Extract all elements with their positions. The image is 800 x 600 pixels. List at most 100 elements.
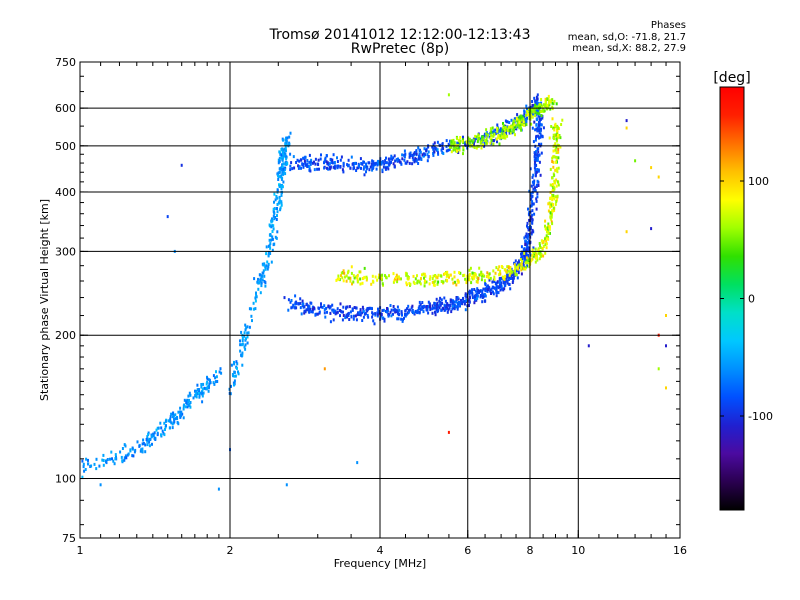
echo-point bbox=[491, 280, 494, 284]
echo-point bbox=[455, 147, 458, 151]
echo-point bbox=[521, 250, 524, 254]
echo-point bbox=[414, 151, 417, 155]
echo-point bbox=[83, 469, 86, 473]
echo-point bbox=[490, 292, 492, 295]
echo-point bbox=[535, 153, 538, 157]
echo-point bbox=[522, 117, 525, 121]
echo-point bbox=[547, 97, 550, 101]
echo-point bbox=[313, 160, 315, 164]
echo-point bbox=[384, 166, 387, 170]
echo-point bbox=[527, 246, 529, 250]
echo-point bbox=[470, 275, 473, 279]
echo-point bbox=[490, 130, 493, 134]
echo-point bbox=[275, 218, 278, 221]
echo-point bbox=[536, 158, 539, 162]
echo-point bbox=[462, 148, 465, 152]
echo-point bbox=[499, 272, 502, 276]
echo-point bbox=[393, 279, 396, 283]
echo-point bbox=[350, 315, 353, 319]
echo-point bbox=[541, 109, 544, 113]
echo-point bbox=[468, 278, 471, 282]
echo-point bbox=[431, 311, 434, 315]
echo-point bbox=[305, 302, 308, 306]
echo-point bbox=[554, 168, 557, 172]
echo-point bbox=[535, 150, 537, 154]
echo-point bbox=[485, 138, 488, 142]
echo-point bbox=[471, 288, 473, 292]
echo-point bbox=[346, 163, 349, 167]
echo-point bbox=[513, 123, 516, 127]
echo-point bbox=[127, 452, 130, 456]
echo-point bbox=[481, 300, 484, 304]
echo-point bbox=[530, 184, 533, 188]
echo-point bbox=[356, 280, 359, 284]
echo-point bbox=[205, 382, 208, 386]
echo-point bbox=[401, 319, 404, 323]
echo-point bbox=[539, 246, 542, 249]
echo-point bbox=[552, 203, 554, 207]
echo-point bbox=[481, 289, 484, 293]
echo-point bbox=[351, 162, 354, 166]
echo-point bbox=[482, 143, 485, 147]
echo-point bbox=[254, 299, 257, 303]
echo-point bbox=[273, 242, 276, 246]
echo-point bbox=[484, 283, 487, 287]
echo-point bbox=[519, 266, 522, 270]
echo-point bbox=[524, 267, 527, 271]
echo-point bbox=[518, 263, 521, 267]
echo-point bbox=[524, 121, 527, 125]
echo-point bbox=[524, 234, 527, 238]
echo-point bbox=[176, 417, 179, 421]
echo-point bbox=[386, 165, 389, 169]
echo-point bbox=[342, 269, 345, 273]
echo-point bbox=[325, 160, 328, 164]
echo-point bbox=[535, 134, 538, 138]
x-tick-label: 10 bbox=[571, 544, 585, 557]
echo-point bbox=[420, 277, 422, 281]
echo-point bbox=[306, 162, 309, 166]
echo-point bbox=[548, 225, 551, 229]
echo-point bbox=[552, 133, 555, 137]
echo-point bbox=[284, 161, 287, 165]
echo-point bbox=[129, 448, 132, 452]
echo-point bbox=[506, 265, 509, 269]
echo-point bbox=[459, 271, 462, 275]
echo-point bbox=[514, 125, 517, 129]
echo-point bbox=[180, 414, 182, 418]
echo-point bbox=[337, 274, 340, 278]
x-tick-label: 4 bbox=[377, 544, 384, 557]
echo-point bbox=[439, 303, 442, 307]
echo-point bbox=[523, 251, 526, 255]
echo-point bbox=[553, 128, 556, 132]
echo-point bbox=[422, 310, 425, 314]
echo-point bbox=[342, 164, 345, 168]
echo-point bbox=[285, 157, 288, 161]
echo-point bbox=[452, 299, 454, 303]
echo-point bbox=[280, 203, 283, 207]
echo-point bbox=[529, 253, 532, 257]
echo-point bbox=[168, 426, 171, 430]
echo-point bbox=[514, 259, 517, 263]
echo-point bbox=[332, 318, 335, 322]
echo-point bbox=[283, 168, 286, 172]
echo-point bbox=[148, 440, 151, 444]
echo-point bbox=[558, 134, 561, 137]
echo-point bbox=[335, 311, 338, 315]
echo-point bbox=[363, 173, 366, 177]
echo-point bbox=[301, 299, 304, 303]
echo-point bbox=[435, 303, 438, 307]
echo-point bbox=[268, 238, 271, 242]
echo-point bbox=[397, 317, 400, 321]
echo-point bbox=[151, 442, 153, 446]
echo-point bbox=[307, 308, 310, 311]
echo-point bbox=[349, 310, 352, 314]
echo-point bbox=[446, 310, 449, 314]
echo-point bbox=[552, 196, 555, 200]
echo-point bbox=[145, 438, 148, 441]
echo-point bbox=[510, 269, 513, 273]
echo-point bbox=[339, 309, 341, 312]
echo-point bbox=[272, 214, 275, 218]
echo-point bbox=[276, 207, 278, 210]
echo-point bbox=[514, 265, 517, 269]
echo-point bbox=[406, 276, 409, 280]
